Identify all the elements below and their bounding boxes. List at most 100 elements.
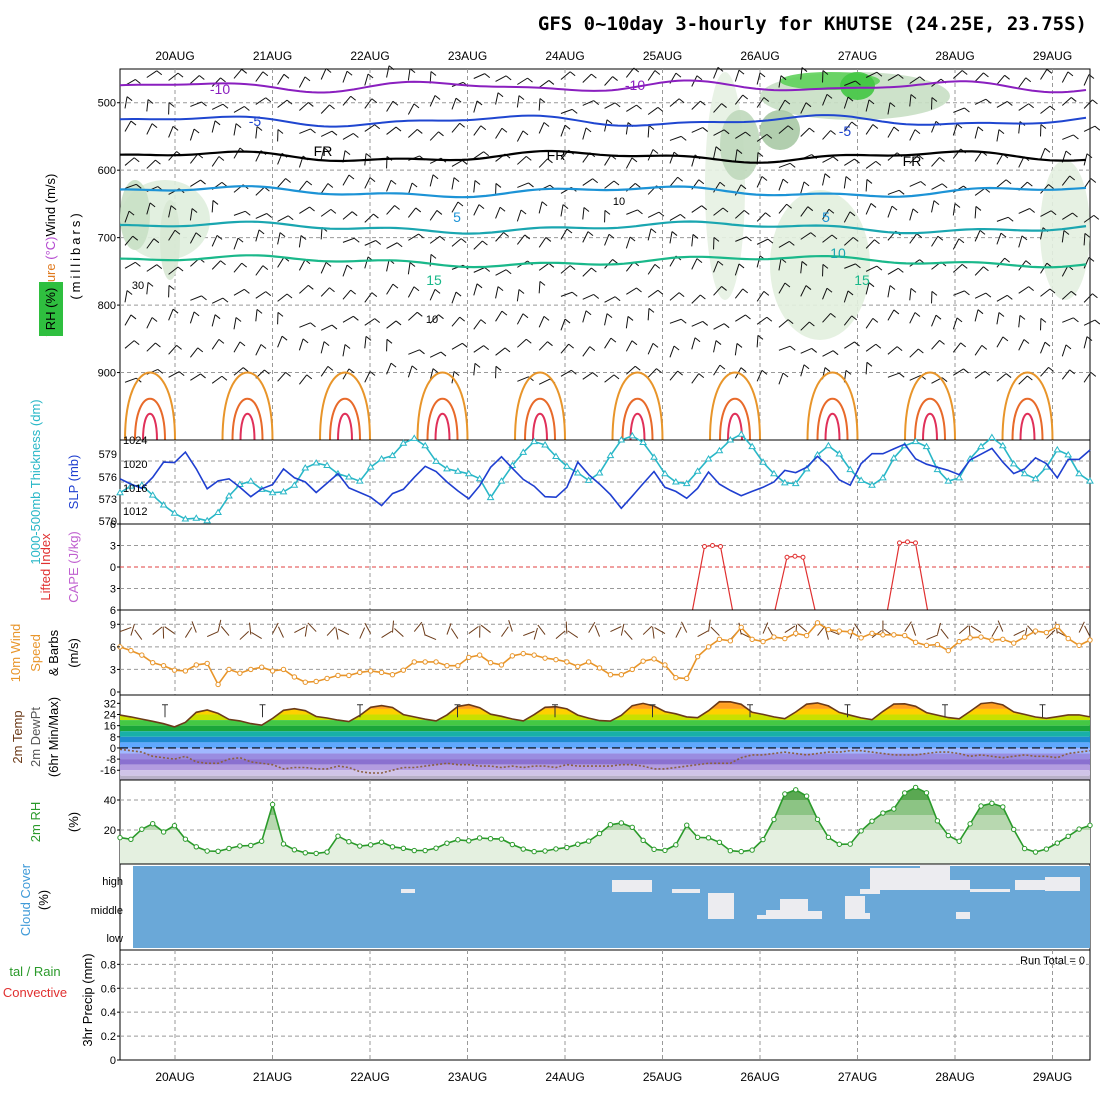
wind-barb-flag [369, 177, 376, 183]
temperature-contour-bl [904, 371, 956, 441]
wind-barb [1083, 125, 1096, 132]
wind-barb [189, 347, 199, 358]
wind-barb [1061, 175, 1071, 186]
wind-barb [364, 124, 376, 132]
wind-speed-point [651, 656, 657, 662]
thickness-point [388, 451, 397, 459]
lifted-index-point [800, 554, 806, 560]
li-lines [691, 539, 929, 611]
wind-barb-flag [460, 238, 467, 244]
date-label-bottom: 26AUG [740, 1070, 779, 1084]
date-axis-top: 20AUG 21AUG 22AUG 23AUG 24AUG 25AUG 26AUG 27AUG… [155, 49, 1072, 63]
wind-speed-point [618, 671, 625, 678]
rh-2m-point [596, 830, 603, 837]
wind-barb-flag [656, 368, 662, 374]
date-label-bottom: 22AUG [350, 1070, 389, 1084]
wind-barb [190, 75, 200, 84]
ylabel-wind: Wind [43, 207, 58, 237]
rh-2m-point [455, 837, 461, 843]
wind-barb [865, 343, 877, 352]
wind-barb [1040, 148, 1046, 160]
wind-barb-flag [367, 73, 374, 79]
surface-wind-barb [184, 627, 193, 638]
wind-barb-flag [1005, 373, 1012, 378]
surface-wind-barb [413, 621, 423, 632]
rh-2m-point [346, 839, 352, 845]
wind-barb [713, 261, 719, 273]
wind-speed-point [814, 620, 821, 626]
rh-axis-ticks: 40 20 [104, 795, 120, 837]
wind-barb [625, 67, 635, 78]
wind-barb-flag [193, 311, 200, 317]
tick-label: 3 [110, 584, 116, 596]
wind-barb-flag [654, 264, 661, 269]
wind-barb [146, 159, 156, 169]
wind-barb-flag [177, 72, 184, 78]
date-label-top: 27AUG [838, 49, 877, 63]
wind-barb [538, 122, 545, 134]
wind-barb [734, 184, 742, 196]
wind-speed-point [760, 638, 766, 645]
wind-barb [538, 262, 550, 271]
wind-barb [211, 235, 218, 247]
ylabel-thickness: 1000-500mb Thickness (dm) [28, 399, 43, 564]
wind-speed-point [553, 656, 559, 663]
wind-barb [582, 346, 591, 357]
wind-barb [516, 313, 524, 325]
wind-barb [1083, 233, 1086, 246]
wind-speed-point [1076, 642, 1082, 649]
wind-barb [386, 180, 392, 192]
wind-barb-flag [436, 210, 443, 215]
thickness-point [170, 509, 179, 516]
wind-barb [516, 209, 522, 222]
surface-wind-barb [958, 625, 969, 634]
wind-barb-flag [811, 348, 818, 353]
wind-barb-flag [910, 94, 917, 99]
wind-barb-flag [214, 120, 221, 126]
wind-barb [560, 369, 572, 377]
wind-barb [625, 316, 629, 329]
wind-barb-flag [430, 254, 437, 259]
wind-barb-flag [222, 103, 229, 109]
tick-label: 32 [104, 698, 116, 710]
surface-wind-barb [642, 625, 653, 635]
wind-barb-flag [522, 130, 529, 136]
surface-wind-barb [239, 631, 250, 640]
rh-2m-point [564, 844, 570, 851]
wind-barb [669, 151, 675, 164]
wind-barb [342, 133, 354, 140]
wind-barb-flag [353, 237, 360, 243]
wind-barb [844, 263, 856, 269]
wind-barb [669, 345, 675, 358]
thickness-tick: 576 [99, 472, 117, 484]
rh-2m-point [400, 845, 407, 851]
wind-barb-flag [135, 261, 141, 267]
wind-barb-flag [583, 207, 590, 212]
wind-barb-flag [571, 291, 578, 297]
thickness-point [737, 430, 746, 437]
wind-barb [538, 281, 541, 294]
wind-barb-flag [497, 286, 504, 291]
surface-wind-barb [450, 628, 459, 639]
wind-barb [734, 288, 744, 299]
wind-speed-point [662, 662, 668, 668]
wind-barb-flag [396, 242, 403, 248]
temp-band [120, 759, 1090, 765]
wind-barb [364, 371, 371, 383]
thickness-point [399, 439, 408, 446]
wind-barb [495, 269, 507, 276]
wind-barb-flag [593, 294, 600, 299]
wind-barb [691, 337, 696, 350]
rh-2m-point [934, 818, 941, 824]
wind-barb [996, 216, 1009, 222]
wind-barb [473, 151, 484, 159]
wind-barb [1083, 178, 1092, 189]
surface-wind-barb [654, 627, 666, 635]
temp-band [120, 720, 1090, 726]
wind-speed-point [1021, 634, 1028, 640]
wind-barb [168, 72, 179, 81]
wind-barb [865, 239, 875, 249]
wind-barb [473, 363, 476, 376]
rh-2m-point [444, 840, 450, 846]
wind-barb [582, 207, 585, 220]
